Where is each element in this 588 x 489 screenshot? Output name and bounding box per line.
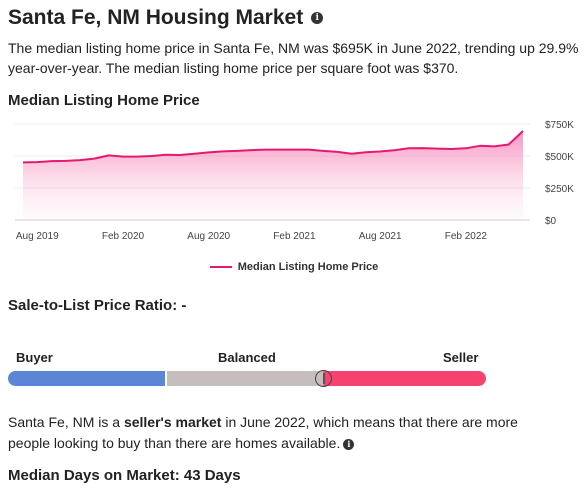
price-area-fill: [23, 131, 523, 220]
y-tick-label: $250K: [545, 184, 574, 195]
buyer-segment: [8, 371, 165, 386]
market-desc-part2: in June 2022, which means that there are…: [8, 414, 518, 451]
market-meter-labels: Buyer Balanced Seller: [8, 350, 480, 366]
x-tick-label: Feb 2022: [445, 231, 488, 242]
days-on-market-heading: Median Days on Market: 43 Days: [8, 467, 241, 484]
price-section-heading: Median Listing Home Price: [8, 92, 200, 109]
market-meter-bar: [8, 370, 486, 387]
balanced-label: Balanced: [218, 350, 276, 365]
market-info-icon[interactable]: i: [343, 438, 355, 450]
x-tick-label: Feb 2020: [102, 231, 145, 242]
legend-label: Median Listing Home Price: [237, 261, 379, 273]
chart-legend: Median Listing Home Price: [0, 261, 588, 273]
balanced-segment: [167, 371, 325, 386]
buyer-label: Buyer: [16, 350, 53, 365]
y-tick-label: $0: [545, 216, 557, 227]
y-tick-label: $500K: [545, 152, 574, 163]
market-desc-emphasis: seller's market: [123, 414, 222, 430]
market-summary: The median listing home price in Santa F…: [8, 40, 579, 76]
page-header: Santa Fe, NM Housing Market i: [8, 6, 324, 30]
x-tick-label: Feb 2021: [273, 231, 316, 242]
market-description: Santa Fe, NM is a seller's market in Jun…: [8, 412, 548, 454]
info-icon[interactable]: i: [311, 12, 324, 24]
seller-segment: [327, 371, 486, 386]
x-tick-label: Aug 2020: [187, 231, 230, 242]
seller-label: Seller: [443, 350, 479, 365]
y-tick-label: $750K: [545, 120, 574, 131]
price-series-line: [22, 130, 524, 164]
price-chart: Aug 2019 Feb 2020 Aug 2020 Feb 2021 Aug 2021…: [15, 120, 574, 242]
market-indicator: [315, 370, 333, 387]
x-tick-label: Aug 2021: [359, 231, 402, 242]
legend-swatch: [209, 266, 232, 268]
page-title: Santa Fe, NM Housing Market: [8, 6, 304, 29]
market-desc-part1: Santa Fe, NM is a: [8, 414, 124, 430]
x-tick-label: Aug 2019: [16, 231, 59, 242]
ratio-heading: Sale-to-List Price Ratio: -: [8, 297, 187, 314]
